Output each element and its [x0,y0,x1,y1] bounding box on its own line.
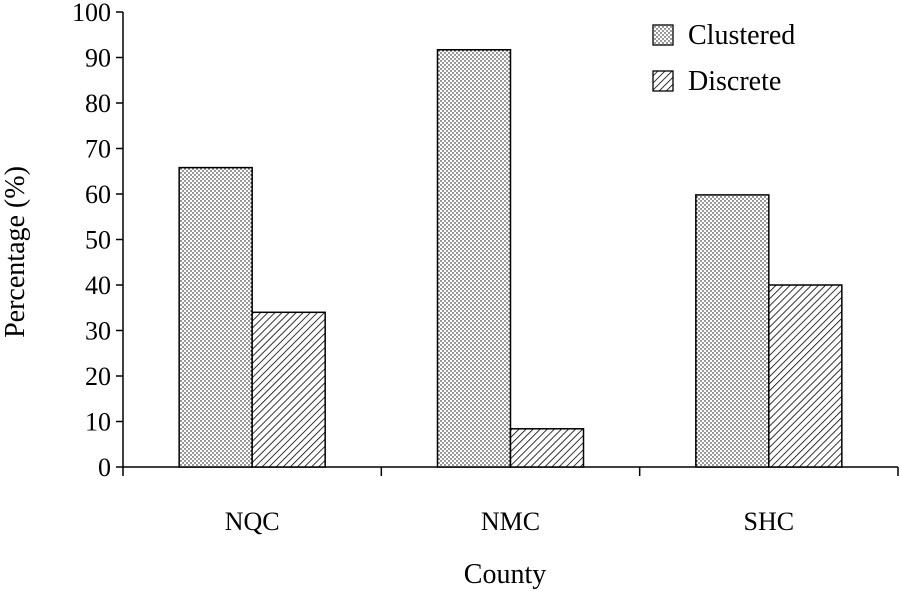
legend-swatch-clustered [652,24,674,46]
legend: Clustered Discrete [652,20,795,97]
legend-swatch-discrete [652,70,674,92]
bar-discrete-nqc [251,311,326,468]
y-axis-label: Percentage (%) [0,166,31,338]
bar-clustered-shc [695,194,770,468]
y-tick-label: 40 [85,271,111,300]
bars [178,49,843,468]
bar-clustered-nmc [436,49,512,468]
y-tick-label: 20 [85,362,111,391]
y-tick-label: 50 [85,226,111,255]
y-tick-label: 70 [85,135,111,164]
x-axis-label: County [464,559,546,590]
legend-label-discrete: Discrete [688,66,781,97]
y-tick-label: 60 [85,180,111,209]
y-tick-label: 30 [85,317,111,346]
y-tick-label: 100 [72,0,111,27]
y-tick-label: 90 [85,44,111,73]
x-tick-label: NQC [225,507,280,536]
x-axis [122,466,899,476]
y-tick-label: 80 [85,89,111,118]
legend-label-clustered: Clustered [688,20,795,51]
category-labels: NQC NMC SHC [225,507,794,536]
x-tick-label: NMC [481,507,540,536]
bar-discrete-nmc [509,428,585,468]
y-axis: 0 10 20 30 40 50 60 70 80 90 100 [72,0,124,482]
y-tick-label: 0 [98,453,111,482]
y-tick-label: 10 [85,408,111,437]
x-tick-label: SHC [744,507,795,536]
bar-clustered-nqc [178,166,253,468]
bar-discrete-shc [768,284,843,468]
